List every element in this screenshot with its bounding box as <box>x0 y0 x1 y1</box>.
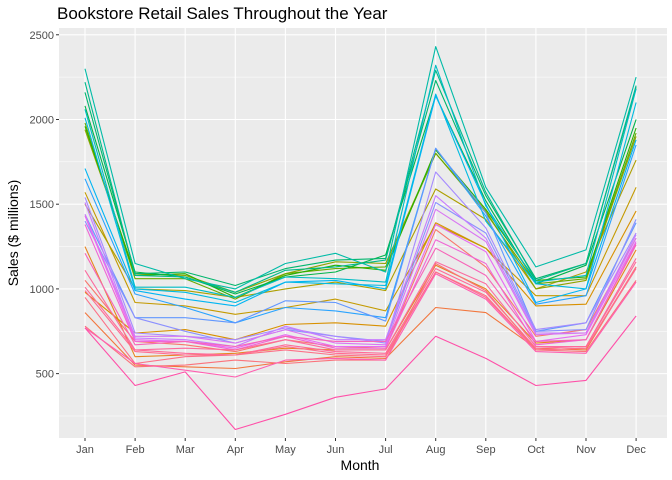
series-line-4 <box>84 210 637 341</box>
series-line-18 <box>84 147 637 332</box>
x-tick-label: Jun <box>327 444 345 456</box>
series-line-26 <box>84 258 637 351</box>
axes: 500 1000 1500 2000 2500 Jan Feb Mar Apr May Jun Jul… <box>30 30 647 456</box>
x-axis-title: Month <box>341 457 380 473</box>
series-line-11 <box>84 79 637 287</box>
series-line-17 <box>84 144 637 324</box>
x-tick-label: Mar <box>176 444 195 456</box>
grid-lines <box>59 28 667 438</box>
y-tick-label: 2500 <box>30 30 54 42</box>
x-tick-label: Aug <box>426 444 446 456</box>
series-line-6 <box>84 159 637 298</box>
series-line-14 <box>84 64 637 298</box>
plot-panel <box>59 28 667 438</box>
y-tick-label: 1000 <box>30 284 54 296</box>
x-tick-label: Feb <box>126 444 145 456</box>
series-line-24 <box>84 224 637 351</box>
series-line-1 <box>84 229 637 353</box>
series-line-30 <box>84 262 637 368</box>
x-tick-label: Apr <box>227 444 244 456</box>
series-line-21 <box>84 195 637 348</box>
series-line-31 <box>84 273 637 378</box>
series-line-29 <box>84 266 637 365</box>
y-axis-title: Sales ($ millions) <box>5 180 21 287</box>
chart-title: Bookstore Retail Sales Throughout the Ye… <box>57 4 388 23</box>
series-line-2 <box>84 266 637 370</box>
x-tick-label: Nov <box>576 444 596 456</box>
x-tick-label: Oct <box>527 444 544 456</box>
series-line-19 <box>84 201 637 344</box>
x-tick-label: Sep <box>476 444 496 456</box>
y-tick-label: 1500 <box>30 199 54 211</box>
y-tick-label: 500 <box>36 369 54 381</box>
series-lines <box>84 46 637 431</box>
series-line-16 <box>84 95 637 307</box>
x-tick-label: Jul <box>379 444 393 456</box>
series-line-27 <box>84 261 637 356</box>
series-line-22 <box>84 208 637 346</box>
x-tick-label: May <box>275 444 296 456</box>
series-line-25 <box>84 244 637 348</box>
series-line-9 <box>84 126 637 298</box>
series-line-13 <box>84 46 637 290</box>
x-tick-label: Dec <box>626 444 646 456</box>
x-tick-label: Jan <box>76 444 94 456</box>
y-tick-label: 2000 <box>30 114 54 126</box>
series-line-32 <box>84 315 637 431</box>
